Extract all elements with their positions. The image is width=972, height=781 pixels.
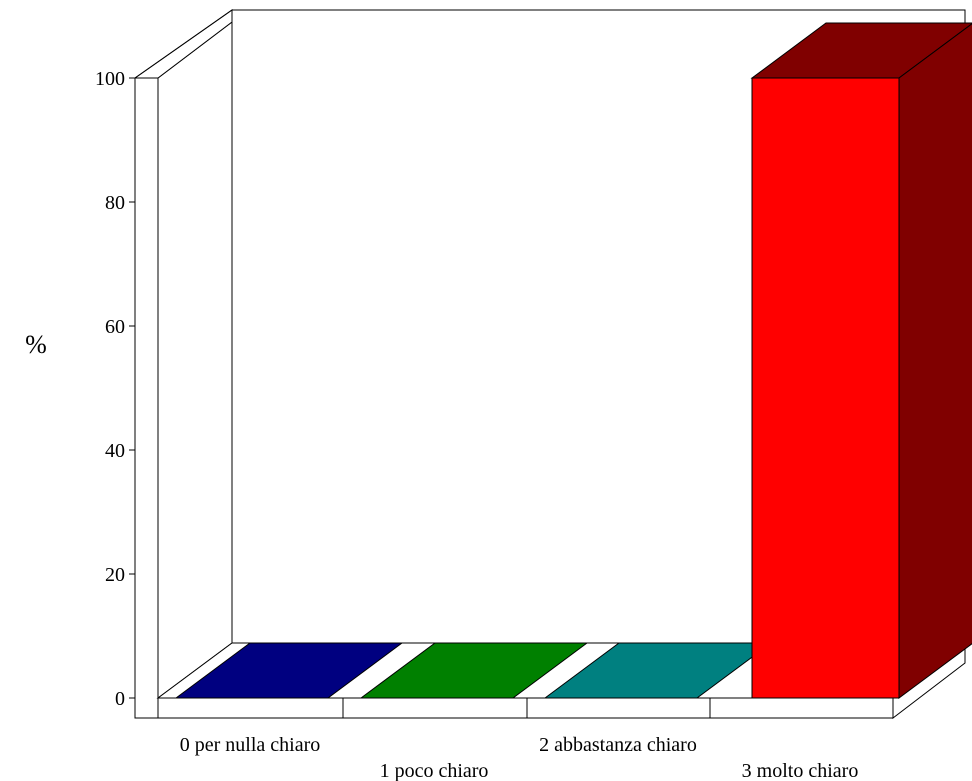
bar-front [751, 77, 900, 699]
x-category-label: 2 abbastanza chiaro [539, 734, 697, 756]
x-axis: 0 per nulla chiaro 1 poco chiaro 2 abbasta… [180, 698, 859, 781]
left-wall [134, 77, 159, 719]
bars [174, 22, 972, 699]
y-tick-label: 100 [95, 68, 125, 90]
y-tick-label: 80 [105, 192, 125, 214]
bar [174, 642, 404, 699]
y-tick-label: 40 [105, 440, 125, 462]
bar-flat [174, 642, 404, 699]
bar [750, 22, 972, 699]
bar-flat [359, 642, 589, 699]
y-tick-label: 60 [105, 316, 125, 338]
x-category-label: 3 molto chiaro [742, 760, 859, 781]
y-axis: 0 20 40 60 80 100 [95, 68, 135, 710]
y-axis-title: % [25, 330, 47, 359]
bar-side [898, 23, 972, 699]
x-category-label: 1 poco chiaro [380, 760, 489, 781]
y-tick-label: 20 [105, 564, 125, 586]
y-tick-label: 0 [115, 688, 125, 710]
floor-front-edge [135, 697, 894, 719]
left-wall-top [134, 9, 233, 79]
back-wall [157, 20, 233, 699]
x-category-label: 0 per nulla chiaro [180, 734, 321, 756]
bar [359, 642, 589, 699]
